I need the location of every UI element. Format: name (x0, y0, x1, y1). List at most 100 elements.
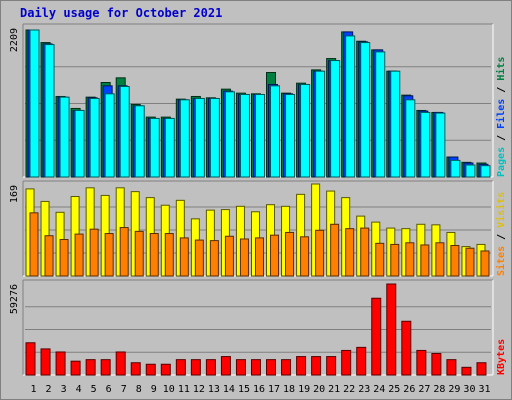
bar-pages-13 (209, 97, 220, 178)
bar-sites-11 (179, 237, 189, 277)
bar-kbytes-1 (25, 342, 36, 376)
bar-sites-10 (164, 233, 174, 277)
x-tick-label-6: 6 (106, 384, 112, 395)
x-tick-label-23: 23 (358, 384, 370, 395)
x-tick-label-29: 29 (448, 384, 460, 395)
bar-sites-12 (194, 239, 204, 277)
bar-sites-19 (300, 236, 310, 277)
bar-kbytes-31 (476, 362, 487, 376)
bar-sites-17 (270, 234, 280, 277)
bar-pages-23 (360, 42, 371, 178)
bar-kbytes-19 (296, 356, 307, 376)
bar-kbytes-10 (160, 363, 171, 376)
bar-pages-19 (300, 84, 311, 178)
bar-sites-27 (420, 244, 430, 277)
bar-sites-6 (104, 233, 114, 277)
bar-kbytes-13 (205, 359, 216, 376)
bar-sites-9 (149, 233, 159, 277)
bar-kbytes-28 (431, 353, 442, 376)
x-tick-label-7: 7 (121, 384, 127, 395)
bar-sites-26 (405, 242, 415, 277)
bar-pages-2 (44, 44, 55, 178)
x-tick-label-8: 8 (136, 384, 142, 395)
bar-pages-4 (74, 109, 85, 178)
bar-pages-8 (134, 105, 145, 178)
x-tick-label-10: 10 (163, 384, 175, 395)
bar-sites-22 (345, 228, 355, 277)
bar-pages-25 (390, 70, 401, 178)
bar-kbytes-4 (70, 360, 81, 376)
bar-sites-21 (330, 223, 340, 277)
bar-sites-7 (119, 227, 129, 277)
bar-kbytes-27 (416, 349, 427, 376)
y-max-label-visits-sites: 169 (9, 185, 20, 203)
bar-pages-3 (59, 96, 70, 178)
bar-kbytes-6 (100, 359, 111, 376)
bar-pages-11 (179, 99, 190, 178)
bar-kbytes-9 (145, 363, 156, 376)
bar-sites-5 (89, 228, 99, 277)
legend-entry-sites: Sites (495, 246, 507, 276)
bar-sites-25 (390, 243, 400, 277)
x-tick-label-1: 1 (31, 384, 37, 395)
x-tick-label-22: 22 (343, 384, 355, 395)
bar-kbytes-17 (266, 359, 277, 376)
bar-pages-16 (254, 93, 265, 178)
bar-pages-30 (465, 164, 476, 178)
chart-title: Daily usage for October 2021 (20, 6, 223, 20)
x-tick-label-21: 21 (328, 384, 340, 395)
bar-pages-26 (405, 99, 416, 178)
legend-visits-sites: Sites / Visits (495, 192, 507, 276)
bar-kbytes-18 (281, 359, 292, 376)
bar-pages-17 (270, 85, 281, 178)
x-tick-label-9: 9 (151, 384, 157, 395)
bar-sites-2 (44, 235, 54, 277)
bar-sites-1 (29, 212, 39, 277)
bar-kbytes-5 (85, 359, 96, 376)
bar-kbytes-23 (356, 346, 367, 376)
bar-kbytes-25 (386, 283, 397, 376)
bar-pages-31 (480, 165, 491, 178)
bar-pages-18 (285, 93, 296, 178)
bar-sites-13 (209, 240, 219, 277)
bar-pages-14 (224, 91, 235, 178)
y-max-label-pages-files-hits: 2209 (9, 28, 20, 52)
bar-sites-31 (480, 250, 490, 277)
bar-sites-18 (285, 231, 295, 277)
bar-pages-15 (239, 93, 250, 178)
legend-entry-visits: Visits (495, 192, 507, 228)
bar-kbytes-14 (220, 356, 231, 376)
bar-pages-7 (119, 85, 130, 178)
bar-pages-24 (375, 51, 386, 178)
bar-sites-3 (59, 239, 69, 277)
bar-kbytes-20 (311, 356, 322, 376)
bar-sites-30 (465, 247, 475, 277)
bar-kbytes-8 (130, 362, 141, 376)
x-tick-label-3: 3 (61, 384, 67, 395)
x-tick-label-28: 28 (433, 384, 445, 395)
bar-sites-14 (224, 235, 234, 277)
bar-pages-27 (420, 111, 431, 178)
bar-kbytes-30 (461, 366, 472, 376)
legend-pages-files-hits: Pages / Files / Hits (495, 57, 507, 177)
x-tick-label-27: 27 (418, 384, 430, 395)
bar-kbytes-16 (250, 359, 261, 376)
x-tick-label-31: 31 (478, 384, 490, 395)
x-tick-label-11: 11 (178, 384, 190, 395)
bar-kbytes-2 (40, 348, 51, 376)
x-tick-label-19: 19 (298, 384, 310, 395)
bar-kbytes-26 (401, 320, 412, 376)
x-tick-label-13: 13 (208, 384, 220, 395)
bar-pages-22 (345, 35, 356, 178)
bar-sites-8 (134, 230, 144, 277)
x-tick-label-25: 25 (388, 384, 400, 395)
legend-entry-kbytes: KBytes (496, 339, 507, 375)
y-max-label-kbytes: 59276 (9, 284, 20, 314)
bar-pages-1 (29, 29, 40, 178)
bar-kbytes-7 (115, 351, 126, 376)
bar-kbytes-11 (175, 359, 186, 376)
legend-kbytes: KBytes (496, 339, 507, 375)
x-tick-label-2: 2 (46, 384, 52, 395)
x-tick-label-15: 15 (238, 384, 250, 395)
bar-sites-15 (239, 238, 249, 277)
